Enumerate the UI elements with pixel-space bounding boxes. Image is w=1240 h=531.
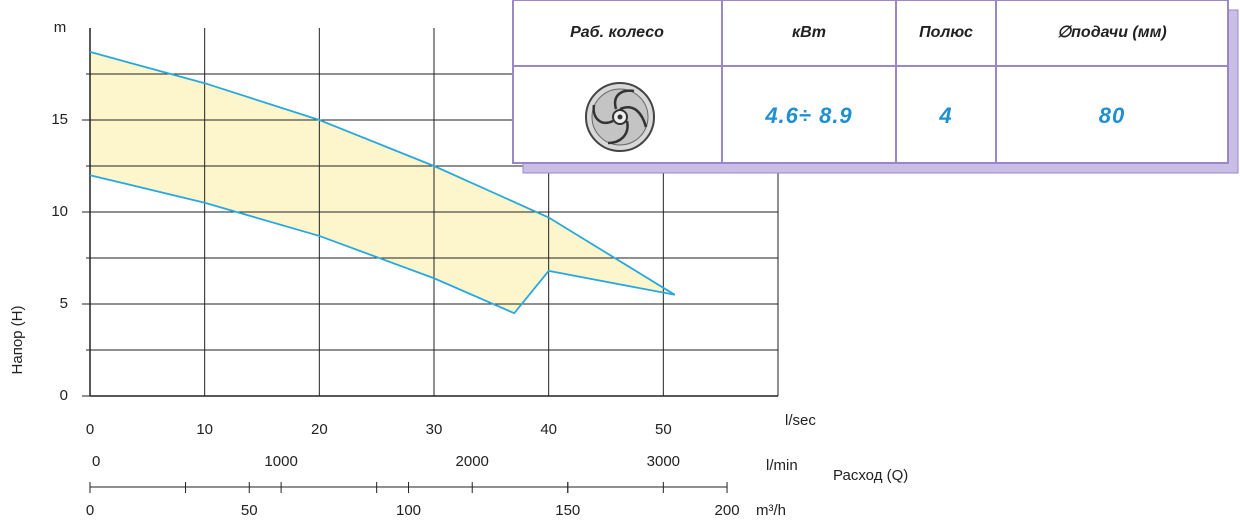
x-tick-label: 10 (196, 421, 213, 438)
x3-tick-label: 150 (555, 502, 580, 519)
table-cell: 80 (1099, 103, 1125, 128)
x2-tick-label: 1000 (264, 453, 297, 470)
x3-unit: m³/h (756, 502, 786, 519)
x-tick-label: 0 (86, 421, 94, 438)
table-header: ∅подачи (мм) (1057, 24, 1167, 41)
x-tick-label: 20 (311, 421, 328, 438)
x3-tick-label: 0 (86, 502, 94, 519)
x-unit: l/sec (785, 412, 816, 429)
y-tick-label: 0 (60, 387, 68, 404)
x3-tick-label: 200 (715, 502, 740, 519)
table-header: Полюс (919, 24, 973, 41)
impeller-icon (585, 82, 655, 152)
x-tick-label: 40 (540, 421, 557, 438)
y-tick-label: 5 (60, 295, 68, 312)
x2-unit: l/min (766, 457, 798, 474)
x2-tick-label: 0 (92, 453, 100, 470)
operating-range (90, 51, 675, 314)
table-cell: 4 (938, 103, 952, 128)
x3-tick-label: 50 (241, 502, 258, 519)
x2-tick-label: 2000 (456, 453, 489, 470)
curve (89, 174, 675, 315)
y-unit: m (54, 19, 67, 36)
y-label: Напор (H) (9, 306, 26, 375)
table-header: кВт (792, 24, 826, 41)
curve (89, 51, 676, 296)
x-tick-label: 30 (426, 421, 443, 438)
x-tick-label: 50 (655, 421, 672, 438)
table-cell: 4.6÷ 8.9 (764, 103, 852, 128)
y-tick-label: 10 (51, 203, 68, 220)
x3-tick-label: 100 (396, 502, 421, 519)
table-header: Раб. колесо (570, 24, 664, 41)
spec-table: Раб. колесо кВт Полюс ∅подачи (мм) 4.6÷ … (512, 0, 1239, 174)
x-label: Расход (Q) (833, 467, 908, 484)
y-tick-label: 15 (51, 111, 68, 128)
x2-tick-label: 3000 (647, 453, 680, 470)
